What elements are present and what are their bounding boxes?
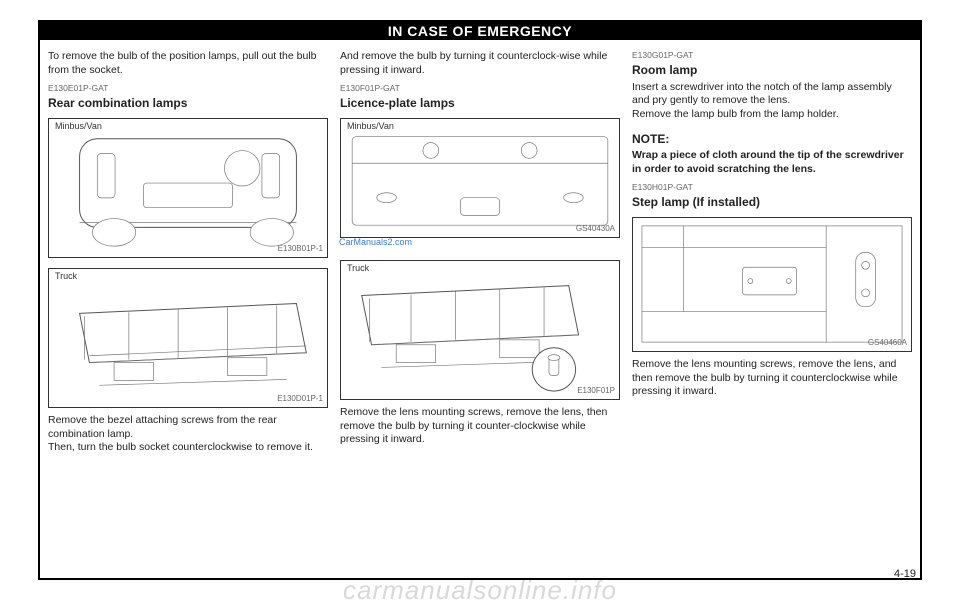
col3-title1: Room lamp [632, 63, 912, 79]
col1-body2: Then, turn the bulb socket counterclockw… [48, 441, 328, 455]
col3-body2: Remove the lamp bulb from the lamp holde… [632, 108, 912, 122]
col1-title: Rear combination lamps [48, 96, 328, 112]
col3-code1: E130G01P-GAT [632, 50, 912, 61]
col1-body1: Remove the bezel attaching screws from t… [48, 414, 328, 441]
fig-ref: GS40460A [868, 338, 907, 348]
figure-rear-van: Minbus/Van E130B01P-1 [48, 118, 328, 258]
column-3: E130G01P-GAT Room lamp Insert a screwdri… [632, 50, 912, 570]
fig-ref: E130D01P-1 [277, 394, 323, 404]
fig-label: Truck [345, 263, 371, 275]
column-1: To remove the bulb of the position lamps… [48, 50, 328, 570]
col3-body3: Remove the lens mounting screws, remove … [632, 358, 912, 399]
carmanuals2-link: CarManuals2.com [339, 237, 412, 249]
fig-ref: E130B01P-1 [278, 244, 323, 254]
figure-rear-truck: Truck E130D01P-1 [48, 268, 328, 408]
note-body: Wrap a piece of cloth around the tip of … [632, 149, 912, 176]
col2-code: E130F01P-GAT [340, 83, 620, 94]
fig-label: Minbus/Van [345, 121, 396, 133]
col2-title: Licence-plate lamps [340, 96, 620, 112]
col2-intro: And remove the bulb by turning it counte… [340, 50, 620, 77]
col2-body1: Remove the lens mounting screws, remove … [340, 406, 620, 447]
col1-intro: To remove the bulb of the position lamps… [48, 50, 328, 77]
col3-title2: Step lamp (If installed) [632, 195, 912, 211]
column-2: And remove the bulb by turning it counte… [340, 50, 620, 570]
page-header: IN CASE OF EMERGENCY [40, 22, 920, 40]
figure-step-lamp: GS40460A [632, 217, 912, 352]
col3-code2: E130H01P-GAT [632, 182, 912, 193]
page-number: 4-19 [894, 568, 916, 580]
content-columns: To remove the bulb of the position lamps… [48, 50, 912, 570]
fig-label: Truck [53, 271, 79, 283]
fig-ref: E130F01P [577, 386, 615, 396]
fig-label: Minbus/Van [53, 121, 104, 133]
col3-body1: Insert a screwdriver into the notch of t… [632, 81, 912, 108]
note-title: NOTE: [632, 132, 912, 148]
col1-code: E130E01P-GAT [48, 83, 328, 94]
figure-licence-truck: Truck E130F01P [340, 260, 620, 400]
page-frame: IN CASE OF EMERGENCY To remove the bulb … [38, 20, 922, 580]
fig-ref: GS40430A [576, 224, 615, 234]
figure-licence-van: Minbus/Van GS40430A CarManuals2.com [340, 118, 620, 238]
